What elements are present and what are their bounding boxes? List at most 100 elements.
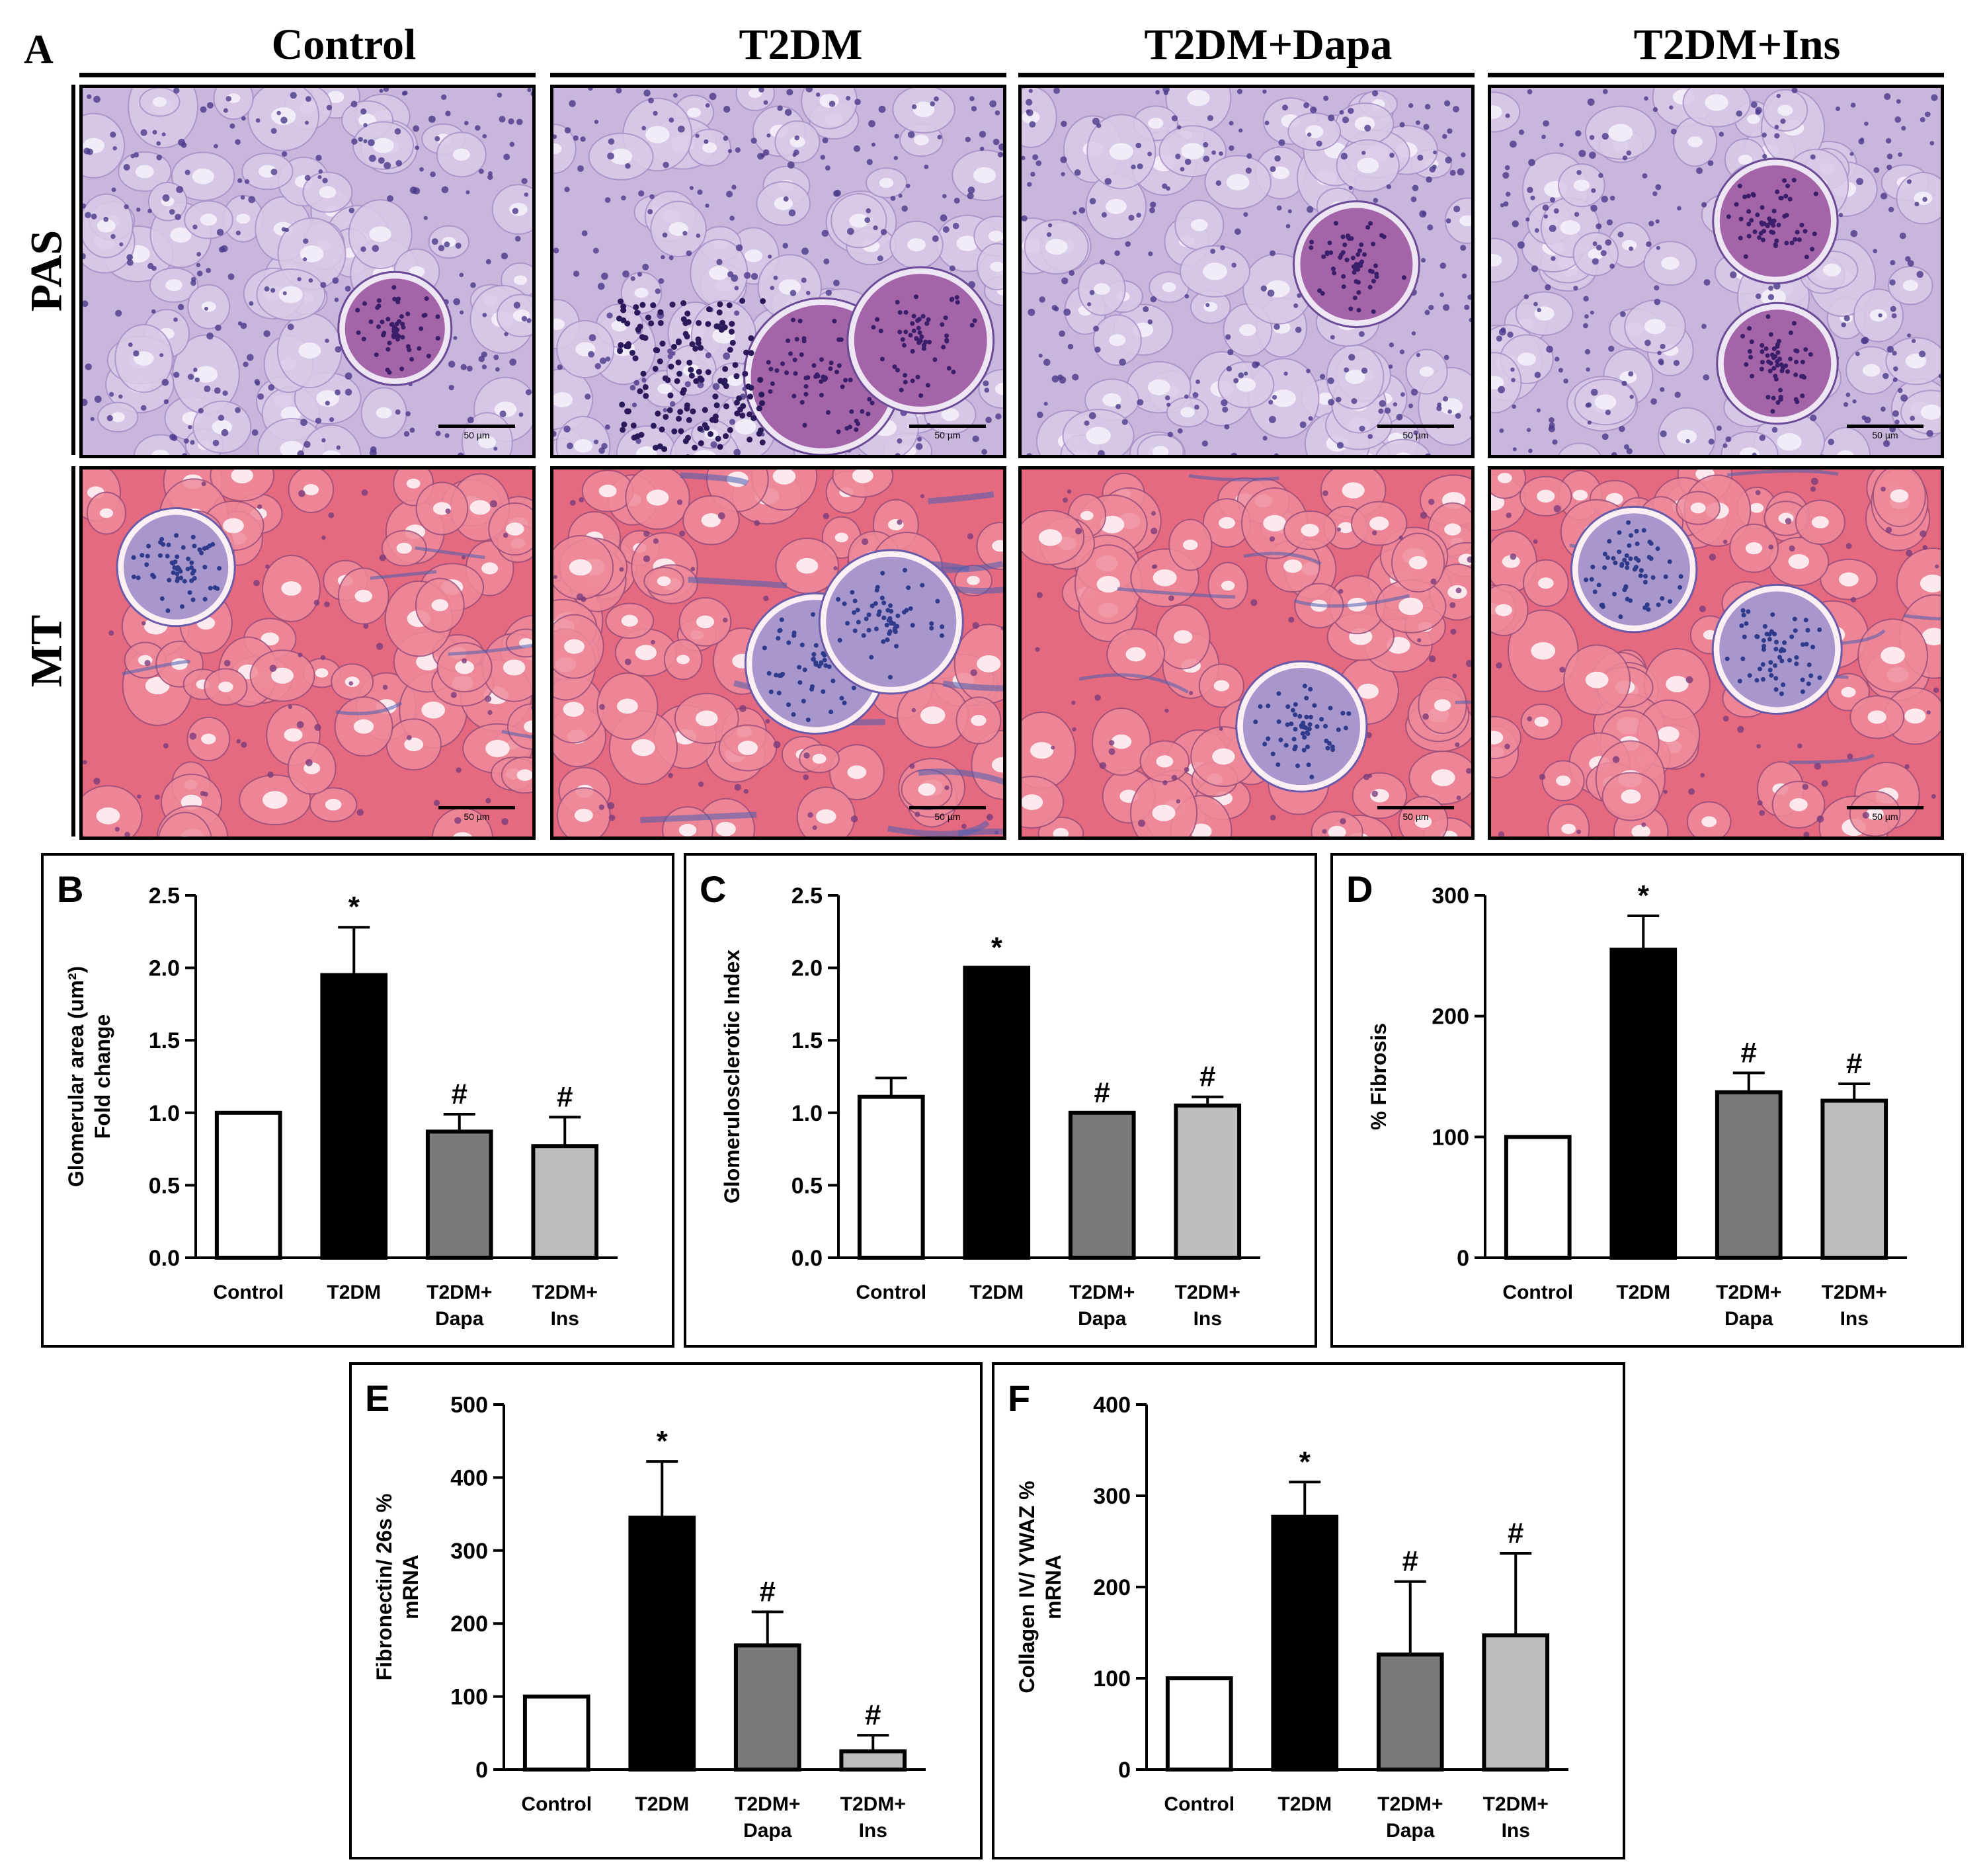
y-tick-label: 300 [1432, 883, 1469, 909]
y-tick-label: 200 [1432, 1004, 1469, 1030]
significance-marker: # [452, 1078, 467, 1110]
micrograph-pas-t2dm-dapa: 50 µm [1018, 85, 1475, 458]
column-title-t2dm-dapa: T2DM+Dapa [1144, 20, 1393, 69]
y-tick-label: 0.5 [791, 1173, 823, 1198]
x-tick-label: Control [1164, 1793, 1235, 1815]
chart-d-svg: D 0 100 200 300 % Fibrosis Control * T2DM # T2DM+ D… [1346, 868, 1907, 1330]
scale-bar-line [909, 806, 986, 809]
scale-bar: 50 µm [909, 806, 986, 822]
bar [733, 1643, 801, 1772]
bar [1609, 948, 1678, 1260]
y-axis-label: Glomerular area (um²) [64, 966, 88, 1187]
row-rule-pas [71, 85, 75, 455]
chart-panel-c: C 0.0 0.5 1.0 1.5 2.0 2.5 Glomerulosclerotic In… [684, 853, 1317, 1348]
panel-letter: C [700, 868, 726, 910]
panel-letter: D [1346, 868, 1373, 910]
x-tick-label: Ins [551, 1308, 579, 1330]
x-tick-label: Dapa [1724, 1308, 1773, 1330]
micrograph-pas-control: 50 µm [79, 85, 536, 458]
bar [1715, 1090, 1783, 1260]
micrograph-mt-t2dm-ins: 50 µm [1488, 466, 1944, 840]
x-tick-label: Dapa [743, 1820, 792, 1842]
y-tick-label: 300 [1093, 1484, 1131, 1509]
tissue-image [83, 88, 532, 455]
y-axis-label: Fold change [91, 1014, 114, 1139]
y-axis-label: mRNA [399, 1555, 423, 1619]
tissue-image [553, 469, 1003, 836]
column-rule-control [79, 73, 536, 77]
y-tick-label: 300 [450, 1539, 488, 1564]
x-tick-label: Ins [1840, 1308, 1869, 1330]
y-tick-label: 1.5 [149, 1028, 180, 1053]
chart-panel-e: E 0 100 200 300 400 500 Fibronectin/ 26s % mRNA C… [349, 1362, 983, 1859]
y-tick-label: 0 [1118, 1758, 1131, 1783]
tissue-image [1491, 469, 1941, 836]
significance-marker: # [1199, 1061, 1215, 1093]
y-tick-label: 400 [450, 1465, 488, 1490]
panel-a-letter: A [24, 27, 54, 72]
micrograph-pas-t2dm-ins: 50 µm [1488, 85, 1944, 458]
significance-marker: # [1741, 1037, 1757, 1069]
row-rule-mt [71, 466, 75, 836]
bar [214, 1110, 282, 1260]
scale-bar-label: 50 µm [934, 811, 961, 822]
x-tick-label: T2DM+ [1175, 1282, 1240, 1303]
significance-marker: * [991, 932, 1003, 964]
x-tick-label: Ins [1502, 1820, 1530, 1842]
bar [1820, 1098, 1888, 1260]
x-tick-label: Control [856, 1282, 926, 1303]
scale-bar: 50 µm [1377, 425, 1454, 440]
y-tick-label: 2.0 [149, 956, 180, 981]
y-tick-label: 200 [1093, 1575, 1131, 1600]
x-tick-label: Ins [859, 1820, 887, 1842]
y-tick-label: 0.0 [791, 1246, 823, 1271]
x-tick-label: T2DM [969, 1282, 1024, 1303]
scale-bar: 50 µm [909, 425, 986, 440]
tissue-image [83, 469, 532, 836]
chart-c-svg: C 0.0 0.5 1.0 1.5 2.0 2.5 Glomerulosclerotic In… [700, 868, 1260, 1330]
chart-b-svg: B 0.0 0.5 1.0 1.5 2.0 2.5 Glomerular area (um²)… [57, 868, 618, 1330]
scale-bar: 50 µm [1377, 806, 1454, 822]
significance-marker: * [348, 891, 360, 923]
x-tick-label: T2DM [327, 1282, 381, 1303]
x-tick-label: Ins [1194, 1308, 1222, 1330]
scale-bar: 50 µm [1847, 806, 1924, 822]
y-tick-label: 0 [475, 1758, 488, 1783]
bar [1482, 1633, 1550, 1772]
x-tick-label: Control [213, 1282, 284, 1303]
x-tick-label: T2DM+ [1716, 1282, 1781, 1303]
panel-letter: B [57, 868, 83, 910]
x-tick-label: T2DM+ [735, 1793, 800, 1815]
bar [425, 1129, 493, 1260]
scale-bar-label: 50 µm [1402, 811, 1429, 822]
x-tick-label: T2DM+ [426, 1282, 492, 1303]
x-tick-label: Dapa [1078, 1308, 1127, 1330]
column-title-control: Control [271, 20, 417, 69]
significance-marker: # [1508, 1517, 1523, 1549]
bar [1504, 1135, 1572, 1260]
y-tick-label: 2.0 [791, 956, 823, 981]
y-tick-label: 1.5 [791, 1028, 823, 1053]
y-tick-label: 0.0 [149, 1246, 180, 1271]
x-tick-label: Control [521, 1793, 592, 1815]
x-tick-label: Dapa [1386, 1820, 1435, 1842]
x-tick-label: T2DM+ [1377, 1793, 1443, 1815]
y-tick-label: 0 [1457, 1246, 1469, 1271]
y-tick-label: 200 [450, 1611, 488, 1637]
column-title-t2dm: T2DM [739, 20, 863, 69]
bar [839, 1749, 907, 1772]
panel-letter: F [1008, 1377, 1030, 1419]
scale-bar-line [1377, 425, 1454, 428]
scale-bar-label: 50 µm [1872, 811, 1898, 822]
significance-marker: # [1094, 1077, 1110, 1109]
x-tick-label: Dapa [435, 1308, 484, 1330]
scale-bar-line [1847, 806, 1924, 809]
chart-f-svg: F 0 100 200 300 400 Collagen IV/ YWAZ % mRNA Con… [1008, 1377, 1568, 1842]
scale-bar-line [1847, 425, 1924, 428]
y-tick-label: 1.0 [791, 1101, 823, 1126]
scale-bar-line [438, 806, 515, 809]
scale-bar-line [438, 425, 515, 428]
x-tick-label: T2DM [1616, 1282, 1670, 1303]
bar [1271, 1514, 1339, 1772]
bar [320, 973, 388, 1260]
